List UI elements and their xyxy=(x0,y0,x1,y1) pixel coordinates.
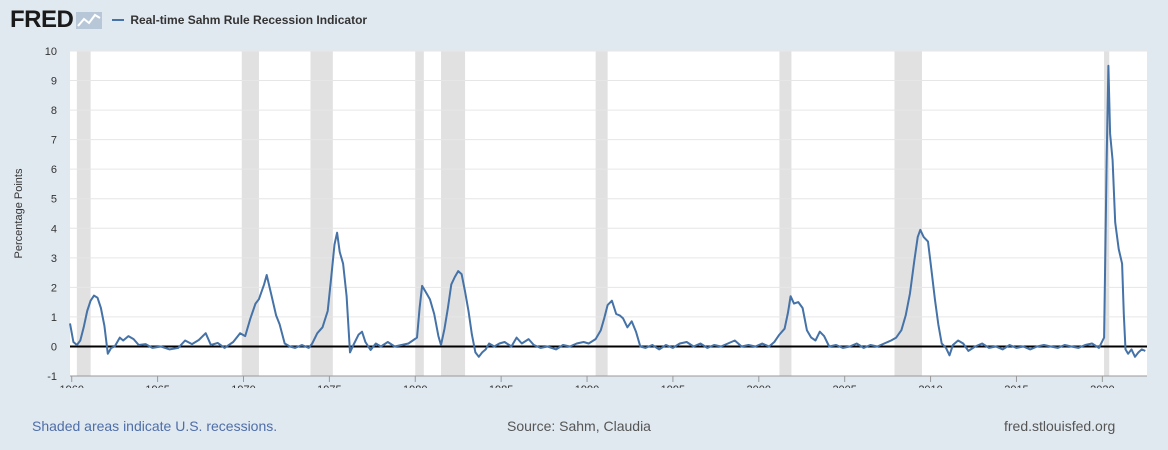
source-text: Source: Sahm, Claudia xyxy=(507,418,651,434)
plot-area xyxy=(70,51,1147,376)
y-tick-label: 8 xyxy=(51,105,57,117)
recession-note-link[interactable]: Shaded areas indicate U.S. recessions. xyxy=(32,418,278,434)
recession-shade xyxy=(76,51,91,376)
legend-label[interactable]: Real-time Sahm Rule Recession Indicator xyxy=(130,13,368,27)
x-tick-label: 2005 xyxy=(832,384,856,388)
recession-shade xyxy=(241,51,259,376)
chart-header: FRED Real-time Sahm Rule Recession Indic… xyxy=(10,6,367,34)
y-tick-label: 3 xyxy=(51,253,57,265)
y-tick-label: 7 xyxy=(51,135,57,147)
y-tick-label: 6 xyxy=(51,164,57,176)
recession-shade xyxy=(415,51,424,376)
y-tick-label: -1 xyxy=(47,371,57,383)
y-tick-label: 5 xyxy=(51,194,57,206)
x-tick-label: 1980 xyxy=(403,384,427,388)
legend-line-swatch xyxy=(112,19,125,21)
recession-shade xyxy=(894,51,922,376)
y-axis-title: Percentage Points xyxy=(13,168,25,258)
x-tick-label: 1990 xyxy=(575,384,599,388)
line-chart: -1 0 1 2 3 4 5 6 7 8 9 10 1960 1965 1970 1975 1980 1985 19… xyxy=(13,46,1147,388)
recession-shade xyxy=(310,51,333,376)
y-tick-label: 4 xyxy=(51,223,57,235)
y-tick-label: 9 xyxy=(51,76,57,88)
x-tick-label: 1965 xyxy=(145,384,169,388)
y-tick-label: 0 xyxy=(51,341,57,353)
chart-line-icon xyxy=(76,12,103,29)
x-tick-label: 1970 xyxy=(231,384,255,388)
x-tick-label: 1960 xyxy=(59,384,83,388)
y-tick-label: 10 xyxy=(45,46,57,58)
x-tick-label: 2020 xyxy=(1090,384,1114,388)
x-tick-label: 1985 xyxy=(489,384,513,388)
fred-logo[interactable]: FRED xyxy=(10,6,74,33)
x-tick-label: 2010 xyxy=(918,384,942,388)
site-link[interactable]: fred.stlouisfed.org xyxy=(1004,418,1116,434)
x-tick-label: 2015 xyxy=(1004,384,1028,388)
recession-shade xyxy=(595,51,608,376)
y-tick-label: 1 xyxy=(51,312,57,324)
x-tick-label: 1995 xyxy=(661,384,685,388)
series-line xyxy=(69,64,1146,358)
x-tick-label: 1975 xyxy=(317,384,341,388)
x-tick-label: 2000 xyxy=(747,384,771,388)
recession-shade xyxy=(779,51,792,376)
y-tick-label: 2 xyxy=(51,282,57,294)
